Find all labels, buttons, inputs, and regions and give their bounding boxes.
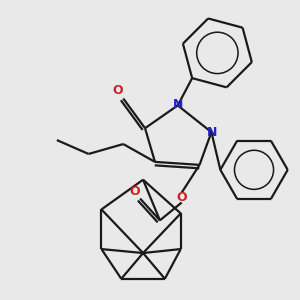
Text: O: O (130, 185, 140, 198)
Text: O: O (112, 84, 123, 97)
Text: N: N (207, 126, 218, 139)
Text: O: O (176, 191, 187, 204)
Text: N: N (172, 98, 183, 111)
